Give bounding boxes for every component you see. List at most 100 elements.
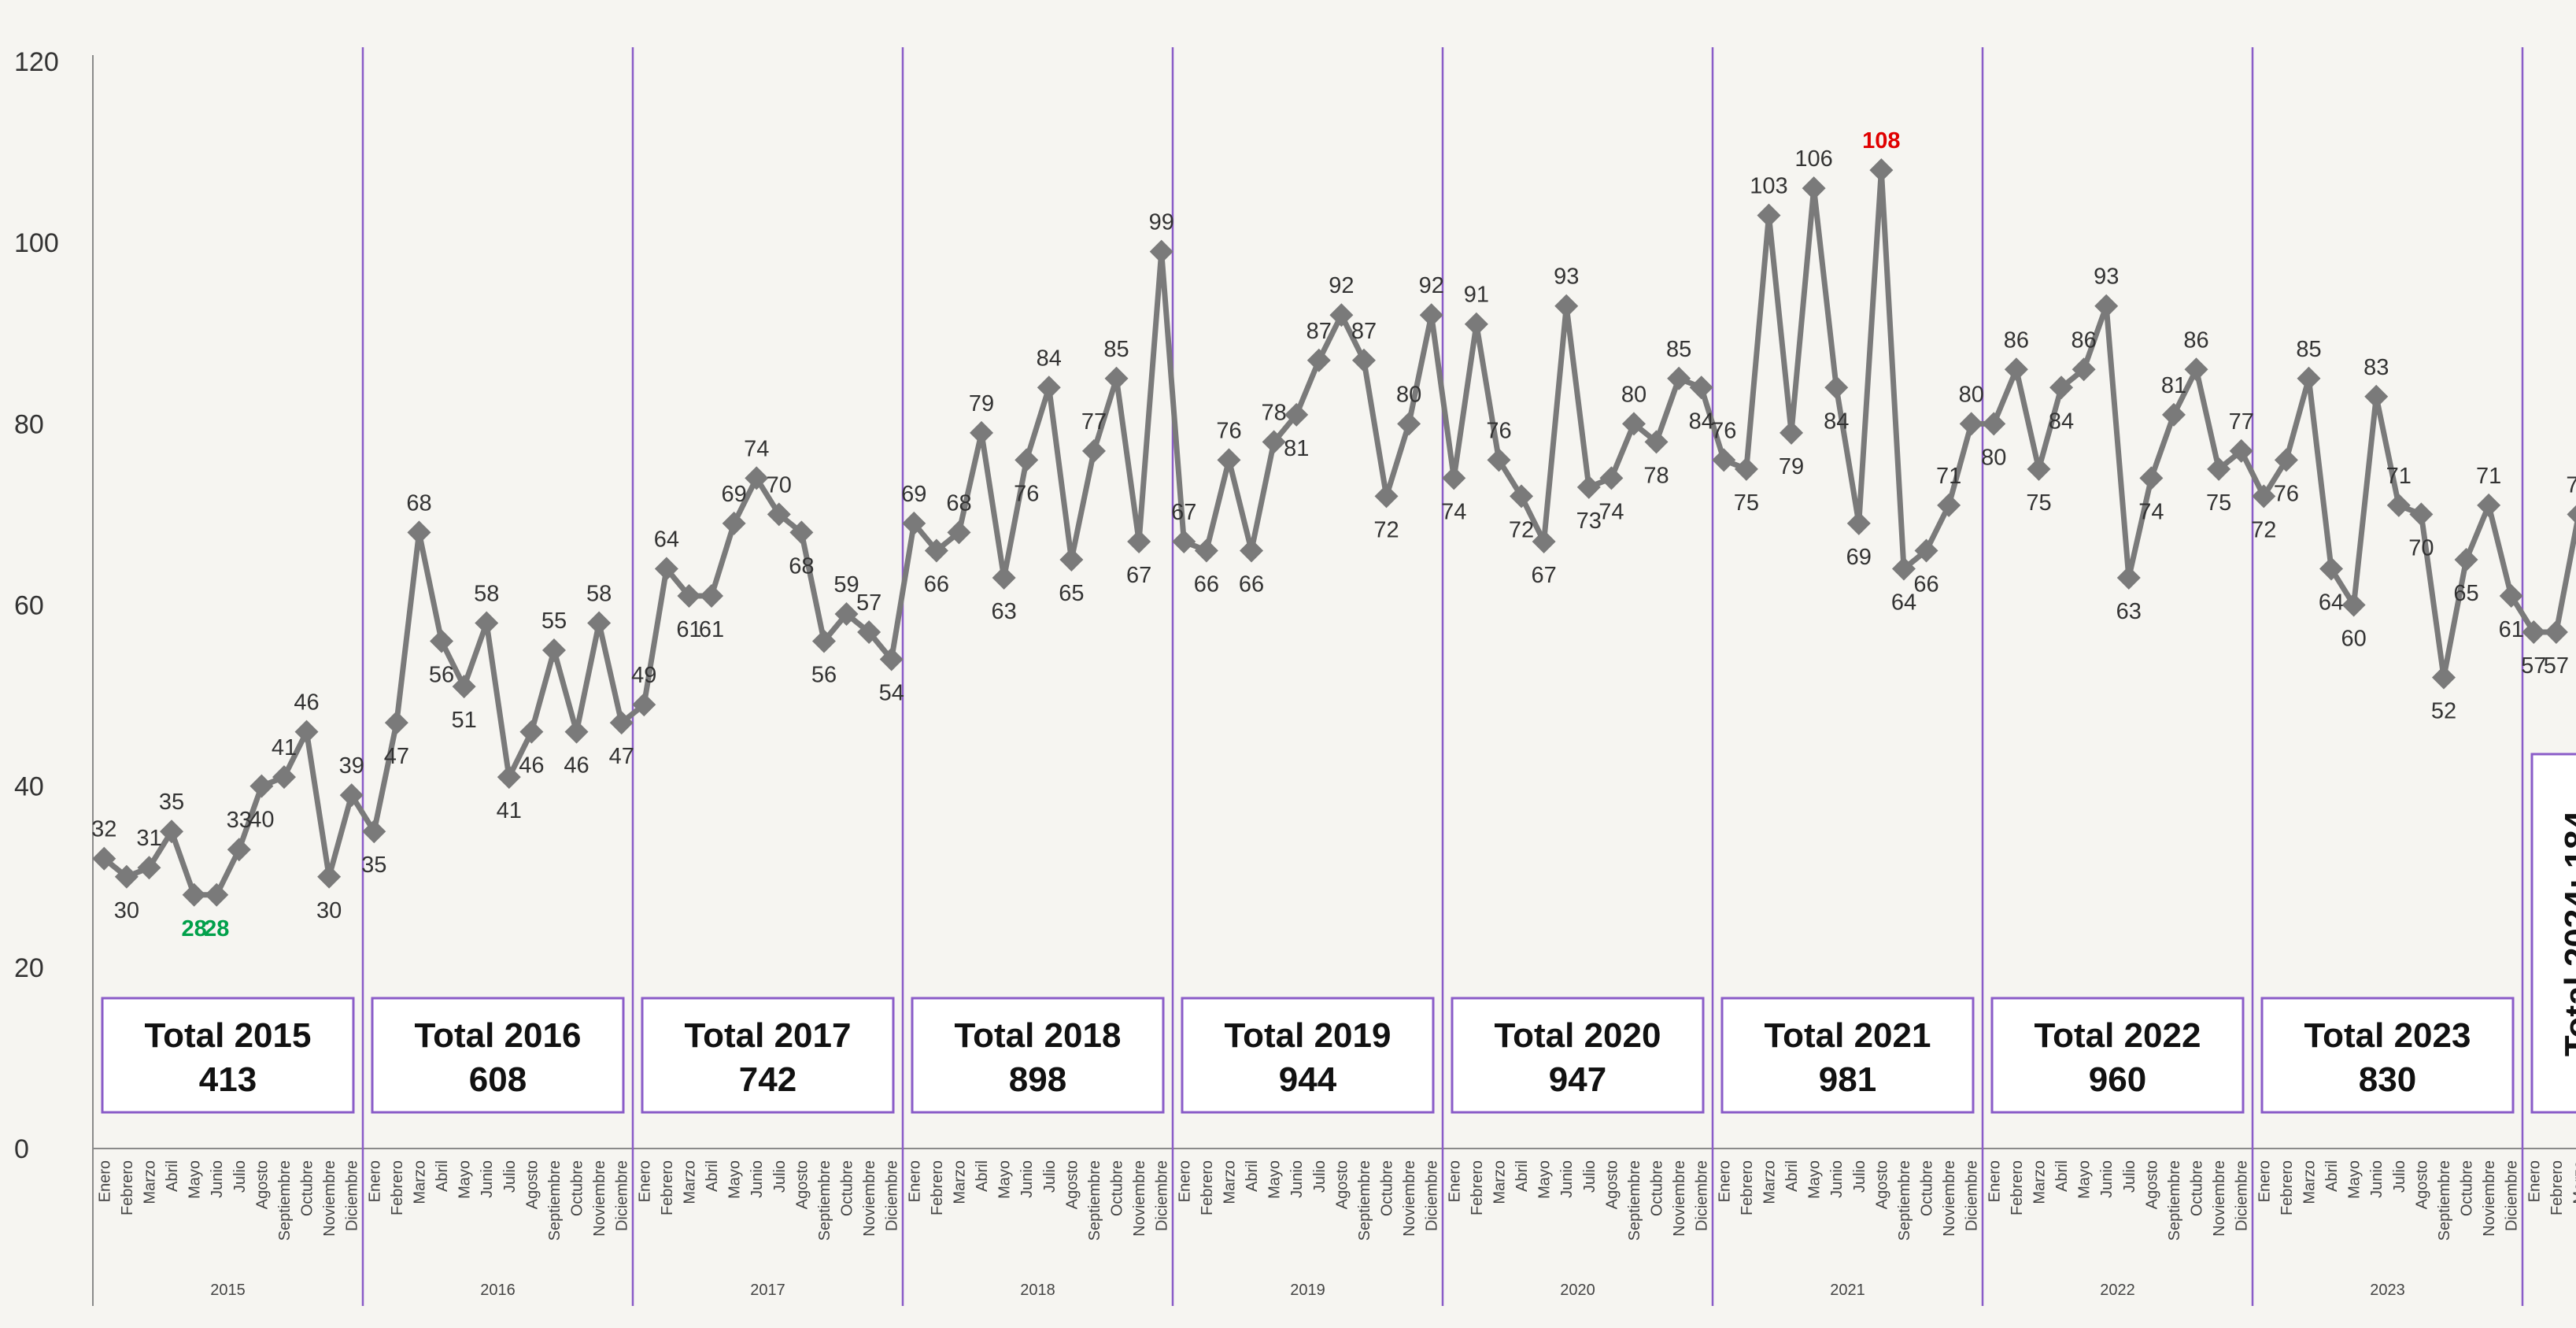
x-month-label: Noviembre	[1401, 1160, 1418, 1237]
x-month-label: Noviembre	[591, 1160, 608, 1237]
x-month-label: Noviembre	[861, 1160, 878, 1237]
data-point	[834, 602, 859, 627]
data-label: 108	[1862, 128, 1900, 154]
x-month-label: Junio	[209, 1160, 226, 1198]
data-label: 68	[406, 490, 431, 516]
data-label: 80	[1621, 382, 1646, 407]
data-point	[1621, 412, 1646, 436]
data-label: 33	[227, 808, 252, 833]
x-month-label: Diciembre	[2504, 1160, 2521, 1231]
total-label: Total 2022	[2035, 1016, 2201, 1055]
data-point	[1712, 448, 1736, 472]
data-point	[1914, 538, 1938, 563]
data-label: 54	[879, 681, 904, 706]
x-month-label: Abril	[2053, 1160, 2071, 1192]
x-month-label: Octubre	[1379, 1160, 1396, 1216]
total-label: Total 2021	[1765, 1016, 1931, 1055]
x-month-label: Mayo	[996, 1160, 1014, 1199]
x-month-label: Octubre	[1649, 1160, 1666, 1216]
x-month-label: Marzo	[951, 1160, 968, 1204]
x-month-label: Septiembre	[546, 1160, 564, 1241]
x-month-label: Marzo	[2570, 1160, 2576, 1204]
x-month-label: Junio	[1018, 1160, 1036, 1198]
x-month-label: Marzo	[1221, 1160, 1238, 1204]
x-month-label: Julio	[231, 1160, 249, 1193]
data-point	[2364, 384, 2389, 409]
x-month-label: Noviembre	[1131, 1160, 1148, 1237]
data-label: 86	[2071, 327, 2096, 353]
data-point	[317, 864, 342, 889]
data-point	[2297, 366, 2321, 390]
x-month-label: Marzo	[681, 1160, 698, 1204]
x-month-label: Octubre	[1919, 1160, 1936, 1216]
data-label: 70	[2408, 535, 2434, 560]
data-point	[1194, 538, 1218, 563]
data-label: 106	[1794, 146, 1832, 172]
data-label: 99	[1149, 210, 1174, 235]
data-point	[879, 647, 904, 671]
x-month-label: Abril	[1783, 1160, 1801, 1192]
data-label: 92	[1419, 273, 1444, 298]
data-point	[2431, 665, 2456, 690]
data-point	[1240, 538, 1264, 563]
x-month-label: Febrero	[2009, 1160, 2026, 1215]
total-label: Total 2023	[2304, 1016, 2471, 1055]
data-point	[2207, 457, 2231, 481]
data-label: 30	[316, 898, 342, 923]
data-label: 71	[1936, 464, 1961, 489]
x-month-label: Agosto	[2413, 1160, 2430, 1209]
data-point	[1554, 294, 1579, 318]
data-label: 84	[1824, 409, 1849, 434]
data-label: 49	[631, 663, 656, 688]
x-month-label: Enero	[2526, 1160, 2543, 1202]
data-point	[1891, 557, 1916, 581]
total-label: Total 2015	[145, 1016, 312, 1055]
data-label: 58	[474, 582, 499, 607]
data-point	[609, 711, 634, 735]
data-label: 65	[1059, 581, 1084, 606]
total-label: Total 2016	[415, 1016, 582, 1055]
data-point	[1306, 348, 1331, 372]
x-month-label: Octubre	[839, 1160, 856, 1216]
x-month-label: Junio	[1558, 1160, 1576, 1198]
data-point	[182, 882, 206, 907]
data-point	[2116, 565, 2141, 590]
data-label: 72	[1509, 517, 1534, 542]
x-month-label: Febrero	[119, 1160, 136, 1215]
data-label: 93	[1554, 264, 1579, 290]
x-month-label: Abril	[974, 1160, 991, 1192]
data-point	[1869, 158, 1894, 183]
data-label: 83	[2363, 355, 2389, 380]
data-label: 80	[1396, 382, 1421, 407]
total-box	[1720, 997, 1975, 1114]
data-point	[632, 693, 656, 717]
data-point	[1644, 430, 1669, 454]
data-label: 84	[1037, 346, 1062, 371]
data-point	[2139, 466, 2164, 490]
data-label: 63	[991, 599, 1016, 624]
data-point	[2522, 620, 2546, 645]
data-label: 52	[2431, 699, 2456, 724]
data-point	[1689, 375, 1713, 400]
x-month-label: Julio	[1851, 1160, 1868, 1193]
data-label: 39	[339, 753, 364, 779]
y-tick-label: 120	[14, 47, 59, 77]
total-box	[1181, 997, 1435, 1114]
x-month-label: Febrero	[1199, 1160, 1216, 1215]
data-label: 35	[159, 790, 184, 815]
x-month-label: Septiembre	[1896, 1160, 1913, 1241]
x-month-label: Febrero	[929, 1160, 946, 1215]
data-label: 47	[384, 744, 409, 769]
data-point	[2454, 547, 2478, 572]
data-label: 47	[609, 744, 634, 769]
data-label: 61	[699, 617, 724, 642]
data-label: 92	[1329, 273, 1354, 298]
total-box	[641, 997, 895, 1114]
data-label: 78	[1261, 400, 1286, 425]
x-month-label: Octubre	[2459, 1160, 2476, 1216]
data-label: 71	[2386, 464, 2412, 489]
data-label: 79	[1779, 454, 1804, 479]
data-point	[1780, 420, 1804, 445]
data-label: 74	[744, 436, 769, 461]
total-box	[101, 997, 355, 1114]
